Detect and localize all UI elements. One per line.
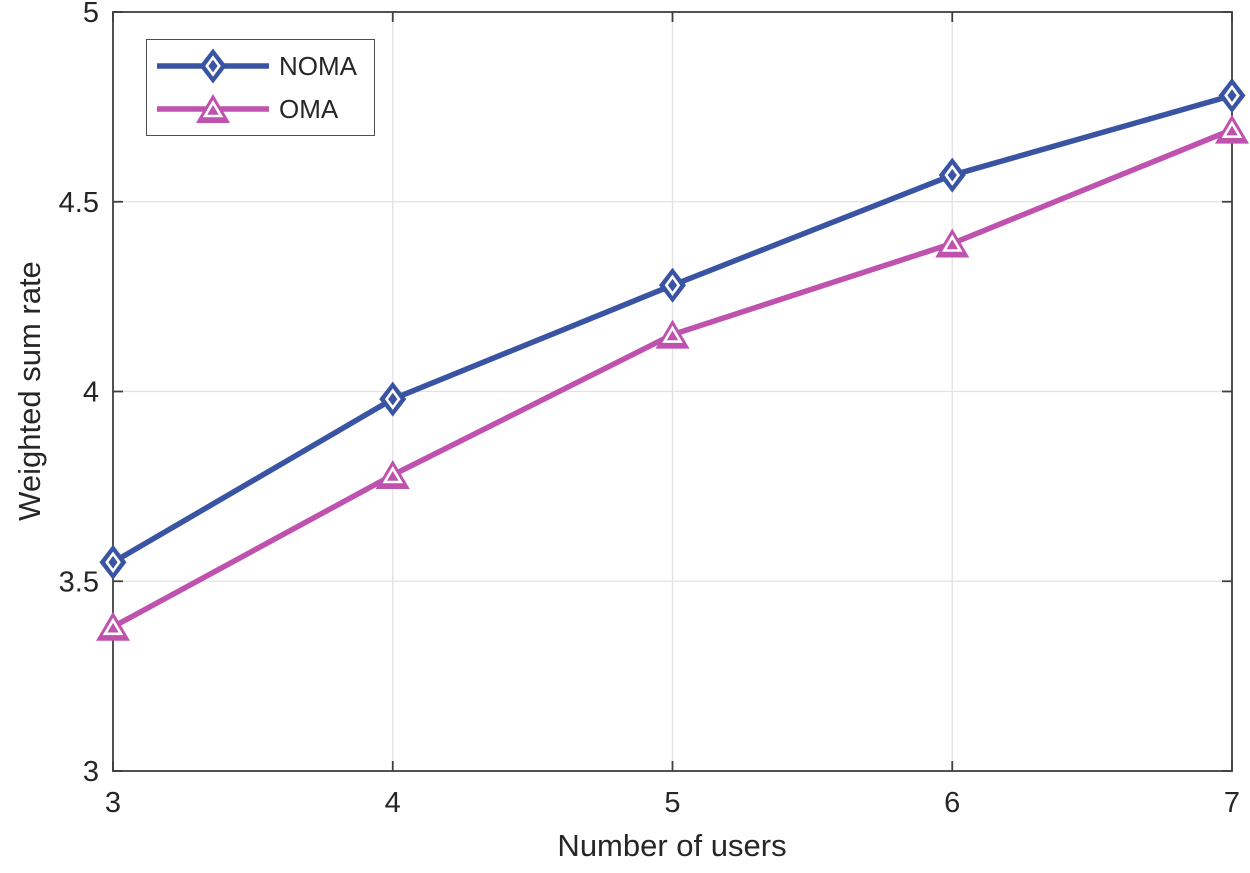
noma-marker [938,157,966,193]
y-axis-label: Weighted sum rate [12,261,47,521]
x-axis-label: Number of users [557,828,787,863]
noma-marker-inner [105,551,121,573]
legend-swatch-oma [157,94,269,123]
oma-marker [375,459,410,489]
legend-marker-noma-inner [205,55,221,77]
oma-marker [96,611,130,641]
legend-marker-noma [199,48,227,84]
noma-marker-inner [664,274,681,296]
legend-item-oma: OMA [147,88,374,131]
y-tick-label: 4.5 [59,187,99,219]
oma-marker-inner [662,325,683,343]
legend-item-noma: NOMA [147,45,374,88]
noma-marker [379,381,407,417]
y-tick-label: 3.5 [59,566,99,598]
noma-marker [99,544,127,580]
legend: NOMA OMA [146,39,375,136]
noma-marker [659,267,686,303]
legend-marker-oma-inner [202,99,224,118]
x-tick-label: 5 [664,787,680,819]
legend-swatch-noma [157,48,269,84]
legend-label-noma: NOMA [279,51,357,81]
noma-marker-inner [384,388,401,410]
x-tick-label: 6 [944,787,960,819]
oma-marker [1215,114,1249,144]
legend-label-oma: OMA [279,94,339,124]
x-tick-label: 7 [1224,787,1240,819]
noma-marker [1218,77,1246,113]
oma-marker-inner [382,465,404,484]
oma-marker-inner [1221,120,1243,138]
x-tick-label: 4 [385,787,401,819]
series-noma [99,77,1246,580]
series-oma [96,114,1249,641]
y-tick-label: 4 [83,377,99,409]
noma-marker-inner [1224,84,1240,107]
noma-marker-inner [944,164,961,186]
oma-marker-inner [941,234,963,252]
oma-marker [655,319,690,349]
y-tick-label: 5 [83,0,99,29]
oma-marker [935,228,970,258]
x-tick-label: 3 [105,787,121,819]
oma-marker-inner [102,617,124,636]
y-tick-label: 3 [83,756,99,788]
